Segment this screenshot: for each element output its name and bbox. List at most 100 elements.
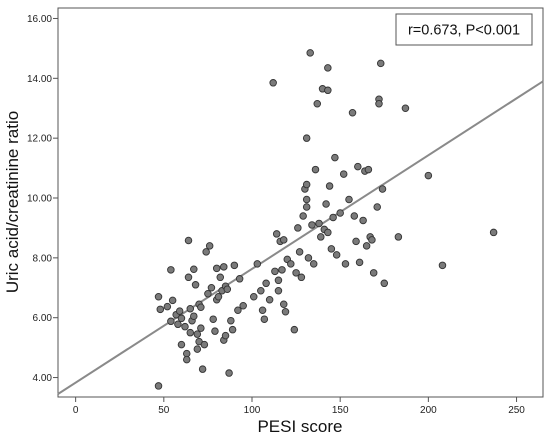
data-point <box>226 370 233 377</box>
data-point <box>155 383 162 390</box>
data-point <box>300 213 307 220</box>
y-tick-label: 8.00 <box>33 253 53 264</box>
plot-area <box>58 8 543 397</box>
data-point <box>220 264 227 271</box>
data-point <box>254 261 261 268</box>
x-axis-title: PESI score <box>257 417 342 436</box>
data-point <box>164 303 171 310</box>
data-point <box>201 341 208 348</box>
data-point <box>346 196 353 203</box>
data-point <box>258 287 265 294</box>
data-point <box>326 183 333 190</box>
data-point <box>340 171 347 178</box>
correlation-annotation: r=0.673, P<0.001 <box>408 23 520 39</box>
data-point <box>279 267 286 274</box>
data-point <box>185 274 192 281</box>
data-point <box>305 255 312 262</box>
data-point <box>355 163 362 170</box>
data-point <box>222 332 229 339</box>
data-point <box>280 237 287 244</box>
data-point <box>187 305 194 312</box>
data-point <box>178 341 185 348</box>
annotation-box: r=0.673, P<0.001 <box>396 14 532 45</box>
data-point <box>370 270 377 277</box>
data-point <box>210 316 217 323</box>
data-point <box>369 237 376 244</box>
data-point <box>191 266 198 273</box>
data-point <box>402 105 409 112</box>
data-point <box>185 237 192 244</box>
data-point <box>439 262 446 269</box>
data-point <box>229 326 236 333</box>
data-point <box>303 196 310 203</box>
data-point <box>198 325 205 332</box>
data-point <box>191 313 198 320</box>
data-point <box>224 286 231 293</box>
data-point <box>175 321 182 328</box>
x-tick-label: 250 <box>508 405 525 416</box>
data-point <box>395 234 402 241</box>
data-point <box>298 274 305 281</box>
data-point <box>240 302 247 309</box>
data-point <box>250 293 257 300</box>
data-point <box>356 259 363 266</box>
x-tick-label: 100 <box>244 405 261 416</box>
data-point <box>303 135 310 142</box>
data-point <box>291 326 298 333</box>
data-point <box>376 100 383 107</box>
y-tick-label: 6.00 <box>33 313 53 324</box>
data-point <box>182 323 189 330</box>
data-point <box>337 210 344 217</box>
data-point <box>155 293 162 300</box>
data-point <box>325 65 332 72</box>
data-point <box>312 166 319 173</box>
data-point <box>425 172 432 179</box>
data-point <box>282 308 289 315</box>
data-point <box>192 281 199 288</box>
data-point <box>307 50 314 57</box>
data-point <box>309 222 316 229</box>
data-point <box>261 316 268 323</box>
x-tick-label: 200 <box>420 405 437 416</box>
y-axis-title: Uric acid/creatinine ratio <box>3 111 22 293</box>
y-tick-label: 12.00 <box>27 134 52 145</box>
data-point <box>198 304 205 311</box>
data-point <box>263 280 270 287</box>
data-point <box>212 328 219 335</box>
data-point <box>303 204 310 211</box>
data-point <box>325 87 332 94</box>
data-point <box>273 231 280 238</box>
data-point <box>381 280 388 287</box>
data-point <box>272 268 279 275</box>
data-point <box>169 297 176 304</box>
data-point <box>275 277 282 284</box>
data-point <box>236 276 243 283</box>
data-point <box>199 366 206 373</box>
data-point <box>323 201 330 208</box>
data-point <box>316 220 323 227</box>
y-tick-label: 16.00 <box>27 14 52 25</box>
data-point <box>365 166 372 173</box>
data-point <box>275 287 282 294</box>
data-point <box>213 265 220 272</box>
data-point <box>203 249 210 256</box>
data-point <box>231 262 238 269</box>
data-point <box>342 261 349 268</box>
data-point <box>325 229 332 236</box>
data-point <box>317 234 324 241</box>
data-point <box>328 246 335 253</box>
y-tick-label: 10.00 <box>27 194 52 205</box>
data-point <box>194 331 201 338</box>
data-point <box>490 229 497 236</box>
data-point <box>349 109 356 116</box>
data-point <box>205 290 212 297</box>
data-point <box>333 252 340 259</box>
data-point <box>176 308 183 315</box>
data-point <box>187 329 194 336</box>
y-tick-label: 14.00 <box>27 74 52 85</box>
data-point <box>353 238 360 245</box>
data-point <box>295 225 302 232</box>
data-point <box>183 356 190 363</box>
data-point <box>206 243 213 250</box>
